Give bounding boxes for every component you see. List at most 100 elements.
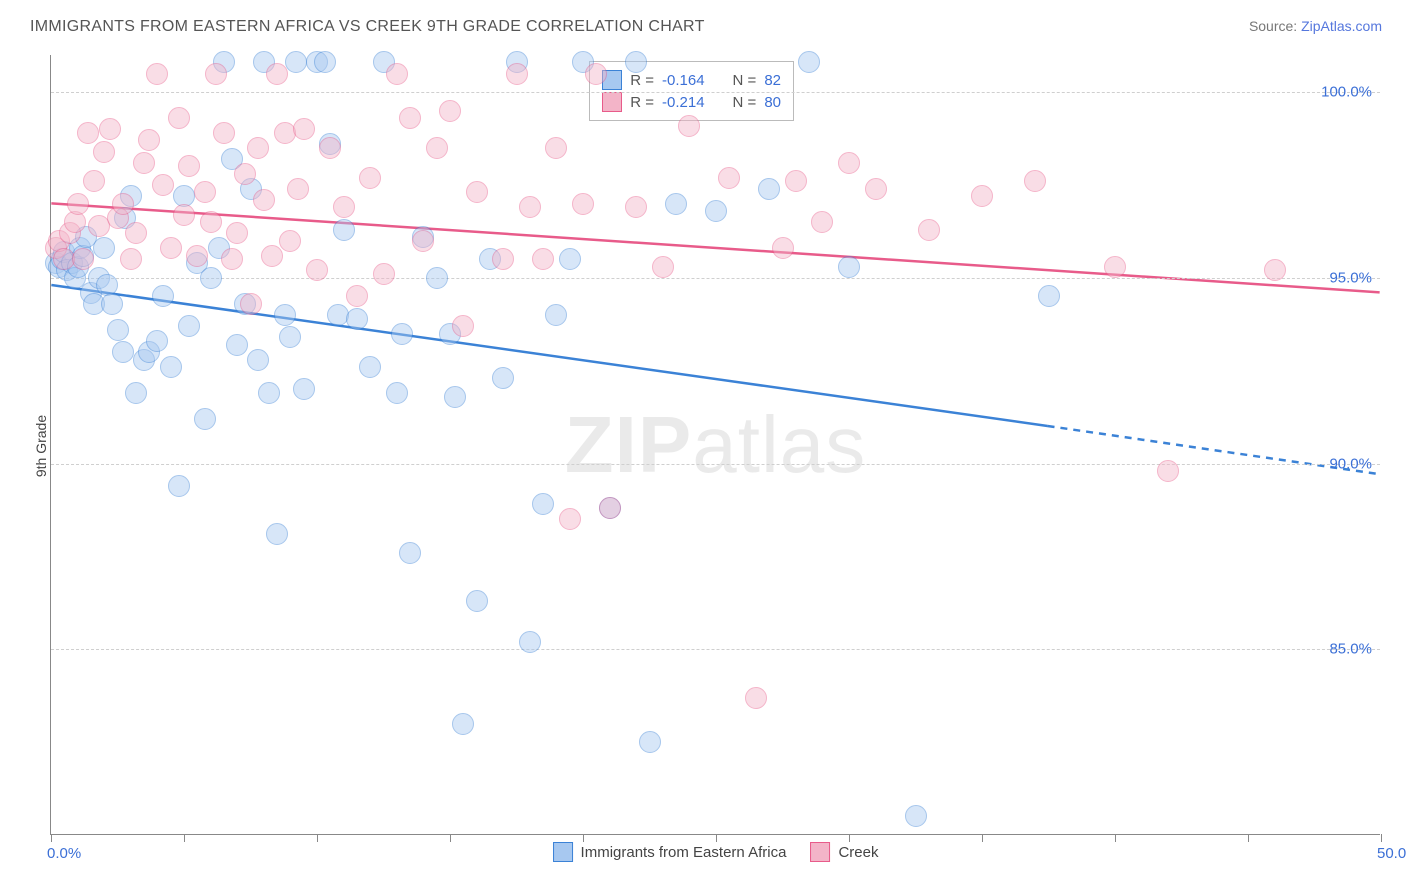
data-point [519,196,541,218]
data-point [287,178,309,200]
data-point [1264,259,1286,281]
legend-n-value: 80 [764,94,781,111]
data-point [261,245,283,267]
data-point [274,304,296,326]
data-point [971,185,993,207]
data-point [572,193,594,215]
x-tick [583,834,584,842]
data-point [426,137,448,159]
data-point [83,170,105,192]
data-point [639,731,661,753]
data-point [64,211,86,233]
data-point [152,174,174,196]
data-point [559,248,581,270]
source-prefix: Source: [1249,18,1301,34]
data-point [492,367,514,389]
data-point [399,107,421,129]
data-point [346,285,368,307]
data-point [599,497,621,519]
data-point [226,222,248,244]
data-point [865,178,887,200]
data-point [194,181,216,203]
legend-n-value: 82 [764,72,781,89]
plot-area: ZIPatlas R = -0.164N = 82R = -0.214N = 8… [50,55,1380,835]
x-tick-label: 0.0% [47,845,81,862]
y-tick-label: 95.0% [1329,269,1372,286]
data-point [125,382,147,404]
legend-swatch [810,842,830,862]
x-tick [184,834,185,842]
data-point [67,193,89,215]
y-tick-label: 100.0% [1321,84,1372,101]
legend-series-name: Creek [838,844,878,861]
y-axis-label: 9th Grade [33,415,49,477]
data-point [293,378,315,400]
data-point [99,118,121,140]
data-point [718,167,740,189]
data-point [519,631,541,653]
data-point [1104,256,1126,278]
data-point [333,196,355,218]
series-legend: Immigrants from Eastern Africa Creek [553,842,879,862]
source-link[interactable]: ZipAtlas.com [1301,18,1382,34]
data-point [146,330,168,352]
data-point [133,152,155,174]
legend-item: Immigrants from Eastern Africa [553,842,787,862]
data-point [221,248,243,270]
data-point [247,137,269,159]
legend-swatch [602,92,622,112]
data-point [359,356,381,378]
data-point [279,326,301,348]
data-point [160,356,182,378]
data-point [72,248,94,270]
data-point [918,219,940,241]
data-point [386,63,408,85]
x-tick [1115,834,1116,842]
watermark-bold: ZIP [565,400,692,489]
watermark: ZIPatlas [565,399,866,491]
data-point [93,237,115,259]
x-tick [317,834,318,842]
data-point [319,137,341,159]
data-point [200,211,222,233]
data-point [492,248,514,270]
data-point [168,475,190,497]
gridline [51,278,1380,279]
data-point [386,382,408,404]
data-point [1024,170,1046,192]
x-tick [1248,834,1249,842]
data-point [112,341,134,363]
gridline [51,464,1380,465]
data-point [652,256,674,278]
x-tick [51,834,52,842]
legend-series-name: Immigrants from Eastern Africa [581,844,787,861]
data-point [559,508,581,530]
data-point [391,323,413,345]
data-point [178,315,200,337]
data-point [146,63,168,85]
data-point [678,115,700,137]
data-point [266,63,288,85]
data-point [194,408,216,430]
data-point [705,200,727,222]
data-point [399,542,421,564]
x-tick [849,834,850,842]
legend-r-value: -0.214 [662,94,705,111]
data-point [665,193,687,215]
data-point [314,51,336,73]
data-point [173,204,195,226]
data-point [101,293,123,315]
data-point [444,386,466,408]
gridline [51,92,1380,93]
data-point [178,155,200,177]
data-point [506,63,528,85]
data-point [253,189,275,211]
data-point [466,590,488,612]
data-point [838,256,860,278]
data-point [266,523,288,545]
data-point [745,687,767,709]
data-point [532,248,554,270]
x-tick [716,834,717,842]
source-attribution: Source: ZipAtlas.com [1249,18,1382,34]
data-point [234,163,256,185]
